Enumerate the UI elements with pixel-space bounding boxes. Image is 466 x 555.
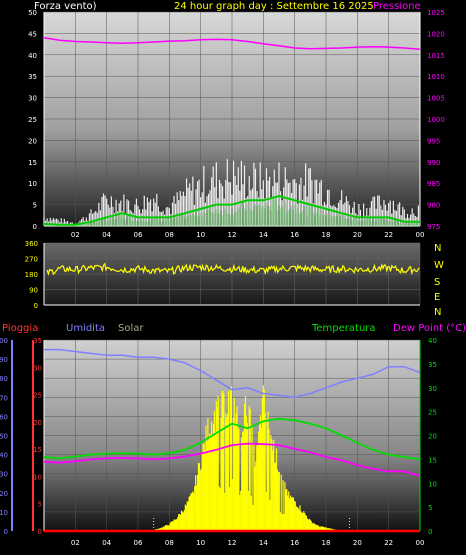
- rain-tick-label: 10: [33, 473, 42, 481]
- time-tick-label: 00: [416, 231, 425, 239]
- temperature-tick-label: 5: [428, 504, 432, 512]
- bottom-time-tick-label: 16: [290, 539, 299, 547]
- rain-label: Pioggia: [2, 323, 38, 334]
- time-tick-label: 02: [71, 231, 80, 239]
- wind-direction-line: [46, 262, 420, 276]
- temperature-tick-label: 30: [428, 385, 437, 393]
- bottom-time-tick-label: 12: [228, 539, 237, 547]
- humidity-tick-label: 80: [0, 375, 8, 383]
- pressure-line: [43, 36, 421, 50]
- humidity-label: Umidita: [66, 323, 105, 334]
- wind-tick-label: 25: [28, 116, 37, 124]
- pressure-tick-label: 1025: [427, 9, 445, 17]
- wind-tick-label: 5: [33, 202, 37, 210]
- rain-tick-label: 25: [33, 392, 42, 400]
- bottom-time-tick-label: 08: [165, 539, 174, 547]
- pressure-tick-label: 980: [427, 202, 440, 210]
- humidity-tick-label: 90: [0, 356, 8, 364]
- pressure-tick-label: 1010: [427, 73, 445, 81]
- temperature-tick-label: 20: [428, 433, 437, 441]
- time-tick-label: 22: [384, 231, 393, 239]
- time-tick-label: 12: [228, 231, 237, 239]
- temperature-line: [43, 417, 421, 461]
- wind-tick-label: 0: [33, 223, 37, 231]
- wind-tick-label: 20: [28, 137, 37, 145]
- pressure-axis-label: Pressione: [373, 1, 421, 12]
- time-tick-label: 06: [134, 231, 143, 239]
- bottom-time-tick-label: 02: [71, 539, 80, 547]
- chart-title: 24 hour graph day : Settembre 16 2025: [174, 1, 374, 12]
- humidity-line: [44, 348, 421, 399]
- temperature-tick-label: 15: [428, 456, 437, 464]
- humidity-tick-label: 100: [0, 337, 8, 345]
- bottom-time-tick-label: 18: [322, 539, 331, 547]
- time-tick-label: 14: [259, 231, 268, 239]
- wind-tick-label: 10: [28, 180, 37, 188]
- wind-tick-label: 15: [28, 159, 37, 167]
- direction-tick-label: 180: [25, 271, 38, 279]
- direction-tick-label: 270: [25, 256, 38, 264]
- wind-tick-label: 40: [28, 52, 37, 60]
- pressure-tick-label: 985: [427, 180, 440, 188]
- humidity-tick-label: 40: [0, 452, 8, 460]
- time-tick-label: 20: [353, 231, 362, 239]
- humidity-tick-label: 30: [0, 471, 8, 479]
- bottom-time-tick-label: 06: [134, 539, 143, 547]
- bottom-time-tick-label: 00: [416, 539, 425, 547]
- humidity-tick-label: 20: [0, 490, 8, 498]
- compass-e: E: [434, 292, 440, 303]
- temperature-tick-label: 10: [428, 480, 437, 488]
- wind-tick-label: 50: [28, 9, 37, 17]
- direction-tick-label: 90: [29, 287, 38, 295]
- time-tick-label: 16: [290, 231, 299, 239]
- temperature-tick-label: 35: [428, 361, 437, 369]
- bottom-time-tick-label: 10: [196, 539, 205, 547]
- rain-tick-label: 20: [33, 419, 42, 427]
- wind-avg-line: [43, 194, 420, 226]
- compass-n-top: N: [434, 243, 441, 254]
- wind-tick-label: 45: [28, 30, 37, 38]
- wind-tick-label: 30: [28, 95, 37, 103]
- humidity-tick-label: 10: [0, 509, 8, 517]
- compass-n-bottom: N: [434, 307, 441, 318]
- time-tick-label: 10: [196, 231, 205, 239]
- pressure-tick-label: 1015: [427, 52, 445, 60]
- humidity-tick-label: 60: [0, 413, 8, 421]
- pressure-tick-label: 990: [427, 159, 440, 167]
- temperature-tick-label: 25: [428, 409, 437, 417]
- time-tick-label: 04: [102, 231, 111, 239]
- wind-tick-label: 35: [28, 73, 37, 81]
- solar-label: Solar: [118, 323, 144, 334]
- pressure-tick-label: 1000: [427, 116, 445, 124]
- compass-s: S: [434, 277, 440, 288]
- temperature-tick-label: 0: [428, 528, 432, 536]
- dewpoint-line: [43, 442, 421, 477]
- temperature-tick-label: 40: [428, 337, 437, 345]
- wind-axis-label: Forza vento): [34, 1, 97, 12]
- rain-tick-label: 5: [38, 501, 42, 509]
- pressure-tick-label: 995: [427, 137, 440, 145]
- direction-tick-label: 0: [34, 302, 38, 310]
- rain-tick-label: 30: [33, 364, 42, 372]
- rain-tick-label: 0: [38, 528, 42, 536]
- bottom-time-tick-label: 04: [102, 539, 111, 547]
- bottom-time-tick-label: 14: [259, 539, 268, 547]
- rain-tick-label: 15: [33, 446, 42, 454]
- compass-w: W: [434, 260, 444, 271]
- pressure-tick-label: 1020: [427, 30, 445, 38]
- bottom-time-tick-label: 22: [384, 539, 393, 547]
- humidity-tick-label: 50: [0, 433, 8, 441]
- direction-tick-label: 360: [25, 240, 38, 248]
- rain-tick-label: 35: [33, 337, 42, 345]
- humidity-tick-label: 0: [4, 528, 8, 536]
- pressure-tick-label: 975: [427, 223, 440, 231]
- bottom-time-tick-label: 20: [353, 539, 362, 547]
- time-tick-label: 08: [165, 231, 174, 239]
- temperature-label: Temperatura: [311, 323, 376, 334]
- time-tick-label: 18: [322, 231, 331, 239]
- humidity-tick-label: 70: [0, 394, 8, 402]
- pressure-tick-label: 1005: [427, 95, 445, 103]
- dewpoint-label: Dew Point (°C): [393, 323, 466, 334]
